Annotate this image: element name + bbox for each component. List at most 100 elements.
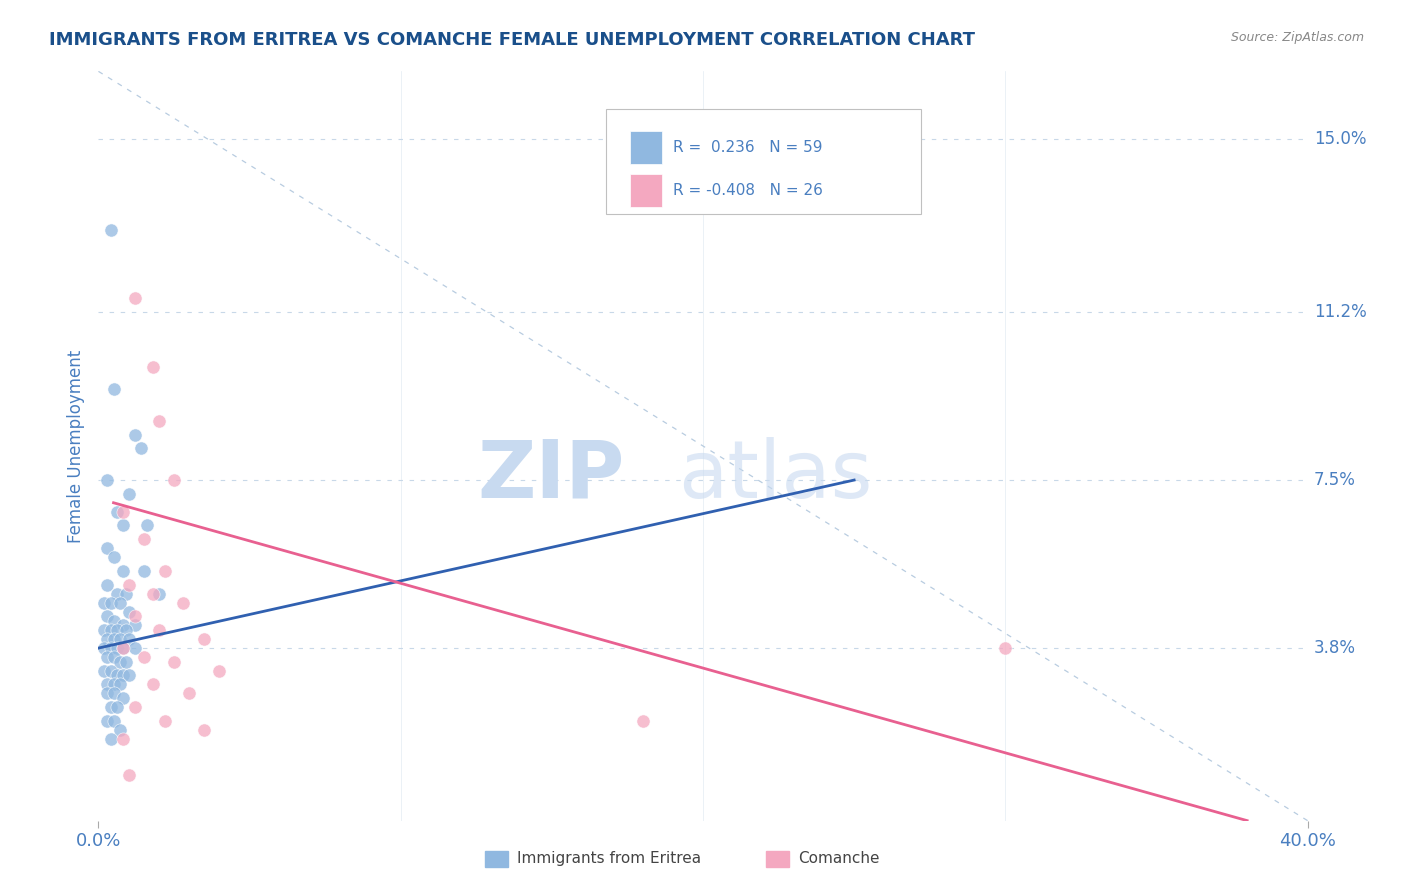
Point — [103, 632, 125, 646]
Text: Immigrants from Eritrea: Immigrants from Eritrea — [517, 852, 702, 866]
Point — [108, 655, 131, 669]
Point — [148, 414, 170, 428]
Point — [108, 723, 131, 737]
Text: R =  0.236   N = 59: R = 0.236 N = 59 — [672, 140, 823, 155]
Point — [105, 623, 128, 637]
Point — [118, 668, 141, 682]
Point — [100, 700, 122, 714]
Point — [111, 518, 134, 533]
Point — [118, 577, 141, 591]
Point — [124, 292, 146, 306]
Point — [96, 650, 118, 665]
Point — [172, 596, 194, 610]
Point — [111, 641, 134, 656]
Point — [100, 731, 122, 746]
Point — [105, 641, 128, 656]
Point — [111, 731, 134, 746]
Point — [142, 586, 165, 600]
Point — [105, 586, 128, 600]
Text: atlas: atlas — [678, 437, 873, 515]
Point — [100, 223, 122, 237]
Point — [105, 505, 128, 519]
Point — [114, 655, 136, 669]
Point — [163, 655, 186, 669]
Point — [111, 641, 134, 656]
Point — [124, 618, 146, 632]
Point — [118, 605, 141, 619]
Y-axis label: Female Unemployment: Female Unemployment — [66, 350, 84, 542]
Point — [96, 677, 118, 691]
Point — [111, 691, 134, 706]
Point — [142, 677, 165, 691]
Text: IMMIGRANTS FROM ERITREA VS COMANCHE FEMALE UNEMPLOYMENT CORRELATION CHART: IMMIGRANTS FROM ERITREA VS COMANCHE FEMA… — [49, 31, 976, 49]
Point — [124, 609, 146, 624]
Point — [153, 564, 176, 578]
Point — [129, 442, 152, 456]
FancyBboxPatch shape — [630, 174, 662, 207]
Point — [103, 714, 125, 728]
Point — [631, 714, 654, 728]
Text: 7.5%: 7.5% — [1313, 471, 1355, 489]
Point — [135, 518, 157, 533]
Point — [118, 632, 141, 646]
Point — [100, 596, 122, 610]
Point — [96, 609, 118, 624]
Point — [132, 650, 155, 665]
Text: 11.2%: 11.2% — [1313, 303, 1367, 321]
Point — [105, 700, 128, 714]
Point — [93, 596, 115, 610]
Point — [103, 614, 125, 628]
Point — [142, 359, 165, 374]
Point — [103, 686, 125, 700]
Point — [132, 564, 155, 578]
Point — [105, 668, 128, 682]
Point — [114, 586, 136, 600]
FancyBboxPatch shape — [606, 109, 921, 214]
Point — [93, 623, 115, 637]
Point — [108, 632, 131, 646]
Point — [179, 686, 201, 700]
Point — [111, 618, 134, 632]
Point — [108, 677, 131, 691]
Point — [103, 550, 125, 565]
Point — [111, 564, 134, 578]
FancyBboxPatch shape — [630, 131, 662, 164]
Point — [100, 664, 122, 678]
Point — [193, 632, 215, 646]
Point — [124, 641, 146, 656]
Point — [118, 768, 141, 782]
Text: Source: ZipAtlas.com: Source: ZipAtlas.com — [1230, 31, 1364, 45]
Point — [93, 641, 115, 656]
Point — [103, 382, 125, 396]
Point — [124, 700, 146, 714]
Point — [208, 664, 231, 678]
Text: 15.0%: 15.0% — [1313, 130, 1367, 148]
Point — [111, 668, 134, 682]
Point — [93, 664, 115, 678]
Point — [124, 427, 146, 442]
Point — [96, 632, 118, 646]
Point — [100, 623, 122, 637]
Text: R = -0.408   N = 26: R = -0.408 N = 26 — [672, 183, 823, 197]
Point — [96, 541, 118, 556]
Point — [148, 586, 170, 600]
Point — [111, 505, 134, 519]
Point — [118, 486, 141, 500]
Point — [153, 714, 176, 728]
Point — [148, 623, 170, 637]
Point — [994, 641, 1017, 656]
Point — [96, 714, 118, 728]
Point — [100, 641, 122, 656]
Point — [163, 473, 186, 487]
Point — [96, 473, 118, 487]
Point — [114, 623, 136, 637]
Point — [103, 650, 125, 665]
Text: 3.8%: 3.8% — [1313, 639, 1355, 657]
Point — [132, 532, 155, 546]
Point — [96, 686, 118, 700]
Point — [96, 577, 118, 591]
Point — [103, 677, 125, 691]
Point — [193, 723, 215, 737]
Point — [108, 596, 131, 610]
Text: ZIP: ZIP — [477, 437, 624, 515]
